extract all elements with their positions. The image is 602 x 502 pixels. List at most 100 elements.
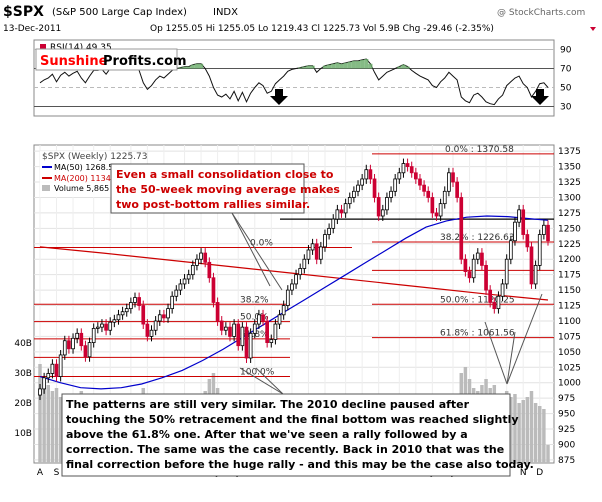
candle-body: [508, 240, 513, 260]
candle-body: [327, 227, 331, 235]
candle-body: [459, 197, 464, 260]
annotation-bottom-line-5: final correction before the huge rally -…: [66, 458, 534, 471]
rsi-overbought-segment: [355, 60, 361, 69]
candle-body: [447, 172, 451, 192]
price-tick-label: 925: [558, 425, 575, 435]
rsi-overbought-segment: [339, 63, 344, 69]
volume-tick-label: 20B: [14, 399, 32, 409]
candle-body: [153, 320, 158, 331]
candle-body: [504, 258, 509, 285]
candle-body: [475, 252, 480, 260]
candle-body: [75, 332, 80, 339]
down-arrow-icon: [590, 27, 596, 31]
candle-body: [104, 323, 108, 331]
rsi-overbought-segment: [310, 65, 315, 69]
candle-body: [451, 172, 455, 183]
candle-body: [67, 340, 71, 350]
volume-bar: [533, 403, 538, 463]
symbol: $SPX: [3, 4, 44, 20]
rsi-overbought-segment: [199, 63, 204, 69]
rsi-overbought-segment: [327, 64, 332, 69]
candle-body: [500, 283, 505, 297]
candle-body: [195, 258, 199, 266]
candle-body: [108, 321, 113, 331]
price-legend-title: $SPX (Weekly) 1225.73: [42, 152, 147, 162]
candle-body: [265, 320, 270, 343]
rsi-overbought-segment: [335, 62, 340, 69]
candle-body: [413, 172, 418, 180]
rsi-overbought-segment: [298, 67, 303, 69]
candle-body: [323, 234, 327, 248]
rsi-tick-label: 90: [560, 46, 572, 56]
candle-body: [145, 323, 150, 337]
candle-body: [182, 278, 187, 285]
retracement-label-2010: 38.2%: [240, 295, 269, 305]
annotation-bottom: The patterns are still very similar. The…: [66, 398, 534, 471]
volume-tick-label: 30B: [14, 369, 32, 379]
rsi-tick-label: 70: [560, 65, 572, 75]
retracement-label-2010: 0.0%: [250, 239, 273, 249]
candle-body: [368, 169, 373, 180]
candle-body: [87, 342, 92, 358]
candle-body: [339, 209, 344, 214]
volume-bar: [517, 403, 521, 463]
candle-body: [203, 252, 208, 263]
candle-body: [211, 277, 216, 303]
candle-body: [360, 178, 364, 186]
candle-body: [529, 246, 534, 285]
candle-body: [261, 314, 265, 322]
rsi-overbought-segment: [186, 66, 191, 69]
price-tick-label: 950: [558, 410, 575, 420]
candle-body: [438, 203, 443, 217]
price-tick-label: 1375: [558, 147, 581, 157]
brand-logo: [35, 48, 178, 71]
candle-body: [170, 295, 175, 310]
rsi-overbought-segment: [364, 59, 369, 69]
candle-body: [347, 197, 352, 205]
candle-body: [273, 323, 278, 340]
rsi-legend: RSI(14) 49.35: [50, 43, 112, 53]
candle-body: [537, 234, 542, 266]
price-tick-label: 1100: [558, 317, 581, 327]
candle-body: [372, 178, 377, 198]
annotation-pointers: [231, 212, 543, 395]
candle-body: [149, 329, 154, 337]
price-tick-label: 1325: [558, 178, 581, 188]
candle-body: [546, 224, 550, 242]
candle-body: [463, 258, 468, 272]
candle-body: [521, 209, 526, 235]
candle-body: [393, 178, 398, 192]
candle-body: [430, 197, 435, 214]
price-tick-label: 1300: [558, 193, 581, 203]
volume-bar: [521, 400, 525, 463]
candle-body: [133, 297, 137, 303]
candle-body: [58, 354, 63, 377]
candle-body: [215, 302, 220, 322]
exchange: INDX: [213, 7, 238, 18]
retracement-lines-2011: 0.0% : 1370.58 38.2% : 1226.63 50.0% : 112…: [280, 145, 554, 339]
candle-body: [434, 212, 439, 217]
annotation-box-top: [110, 163, 305, 214]
rsi-overbought-segment: [397, 66, 402, 69]
candle-body: [517, 209, 521, 223]
candle-body: [166, 308, 170, 319]
price-tick-label: 1225: [558, 240, 581, 250]
volume-bar: [525, 397, 530, 463]
annotation-box-bottom: [61, 393, 511, 477]
candle-body: [91, 327, 96, 343]
rsi-overbought-segment: [322, 65, 328, 69]
rsi-overbought-segment: [351, 60, 356, 69]
volume-bar: [54, 388, 59, 463]
volume-bar: [509, 397, 513, 463]
rsi-axis: 30 50 70 90: [560, 46, 572, 113]
bottom-arrow-icon-2011: [531, 89, 549, 105]
annotation-bottom-line-4: correction. The same was the case recent…: [66, 443, 504, 456]
price-tick-label: 875: [558, 456, 575, 466]
candle-body: [116, 314, 121, 321]
price-tick-label: 1150: [558, 286, 581, 296]
volume-tick-label: 40B: [14, 339, 32, 349]
price-tick-label: 1025: [558, 363, 581, 373]
candle-body: [95, 326, 100, 329]
candle-body: [42, 377, 46, 390]
